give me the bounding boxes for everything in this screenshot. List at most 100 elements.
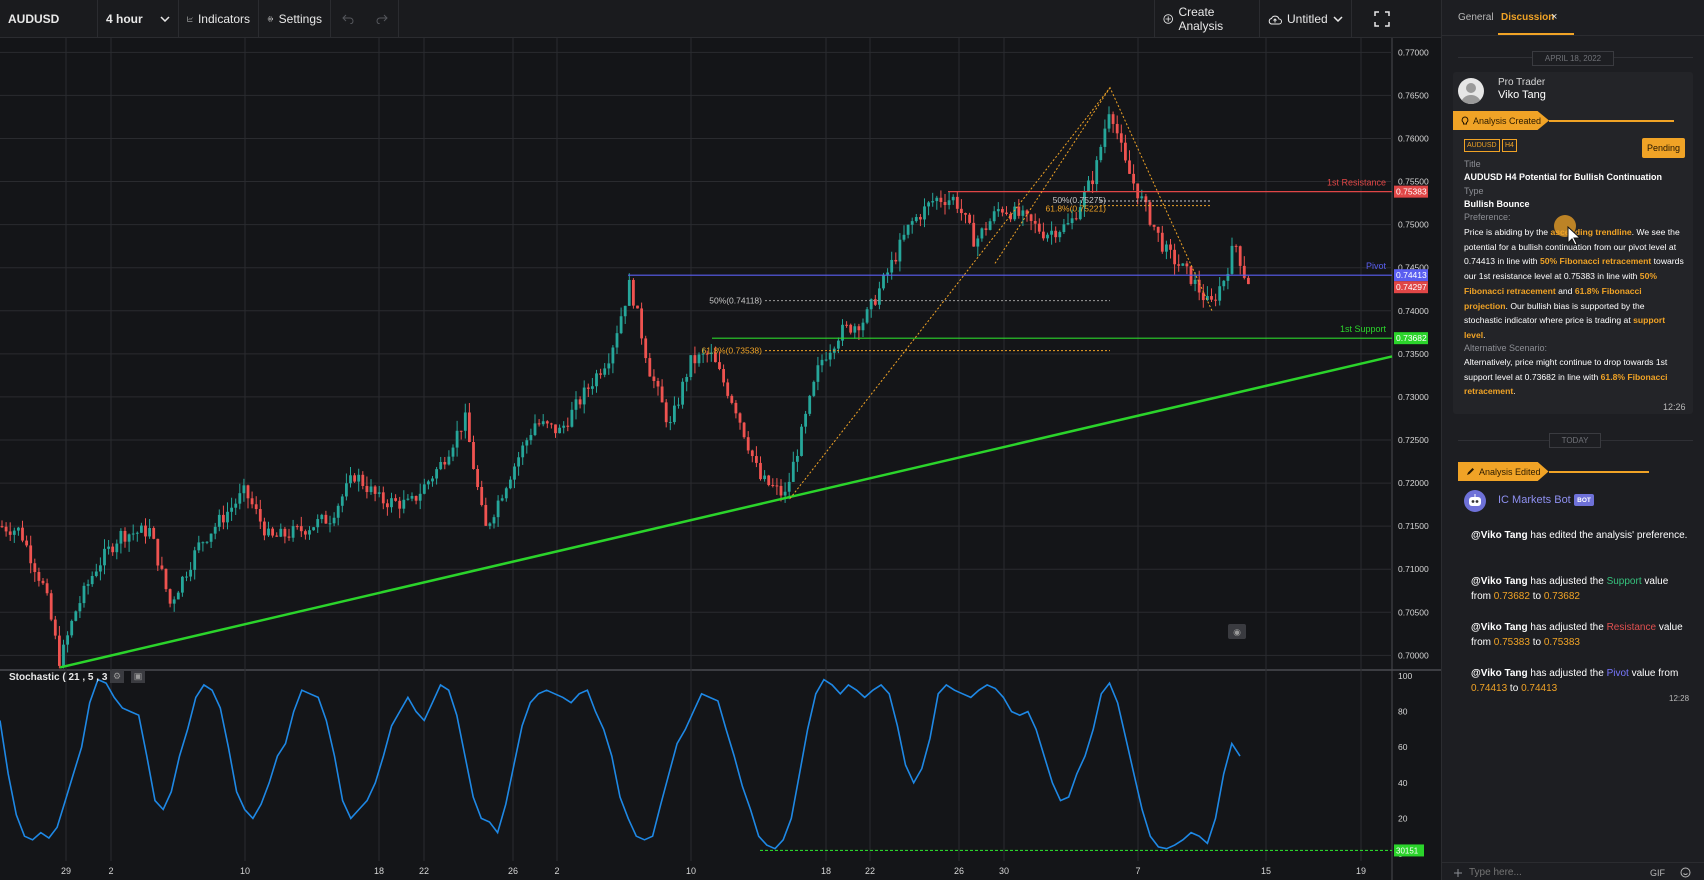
candle-body	[1009, 213, 1012, 220]
user-mention[interactable]: @Viko Tang	[1471, 668, 1528, 679]
symbol-selector[interactable]: AUDUSD	[0, 0, 98, 38]
time-tick-label: 22	[419, 866, 429, 876]
emoji-icon[interactable]	[1680, 867, 1691, 878]
candle-body	[1177, 264, 1181, 266]
indicator-delete-button[interactable]: ▣	[131, 670, 145, 683]
candle-body	[980, 228, 984, 239]
candle-body	[242, 485, 246, 494]
bot-avatar	[1464, 490, 1486, 512]
candle-body	[144, 525, 147, 537]
candle-body	[238, 493, 242, 504]
candle-body	[1247, 277, 1250, 285]
user-name: Viko Tang	[1498, 89, 1546, 101]
time-tick-label: 30	[999, 866, 1009, 876]
fib-projection-path	[789, 86, 1213, 499]
candle-body	[1128, 160, 1131, 174]
layout-selector[interactable]: Untitled	[1260, 0, 1352, 38]
user-mention[interactable]: @Viko Tang	[1471, 622, 1528, 633]
stoch-tick-label: 80	[1398, 707, 1408, 717]
candle-body	[644, 338, 648, 359]
candle-body	[263, 521, 266, 536]
candle-body	[41, 580, 45, 584]
create-analysis-button[interactable]: Create Analysis	[1154, 0, 1260, 38]
candle-body	[1136, 183, 1140, 199]
candle-body	[49, 593, 53, 620]
active-tab-indicator	[1498, 33, 1574, 35]
indicator-settings-button[interactable]: ⚙	[110, 670, 124, 683]
preference-label: Preference:	[1464, 212, 1511, 222]
candle-body	[246, 485, 250, 499]
user-mention[interactable]: @Viko Tang	[1471, 530, 1528, 541]
candle-body	[800, 426, 803, 456]
candle-body	[25, 540, 28, 546]
user-mention[interactable]: @Viko Tang	[1471, 576, 1528, 587]
candle-body	[283, 528, 287, 537]
message-input[interactable]	[1469, 867, 1639, 878]
candle-body	[390, 498, 393, 508]
candle-body	[1037, 223, 1041, 232]
message-text: to	[1529, 637, 1544, 648]
candle-body	[1181, 263, 1185, 266]
panel-tabs: General Discussion ×	[1442, 0, 1704, 36]
chevron-down-icon	[1333, 16, 1343, 22]
tab-general[interactable]: General	[1458, 12, 1494, 23]
bot-name: IC Markets Bot	[1498, 494, 1571, 506]
price-chart[interactable]: 0.77000 0.76500 0.76000 0.75500 0.75000 0.745…	[0, 38, 1441, 880]
message-text: value from	[1471, 576, 1669, 602]
candle-body	[1197, 279, 1201, 293]
candle-body	[607, 363, 611, 369]
candle-body	[1165, 244, 1168, 252]
candle-body	[586, 387, 590, 389]
fullscreen-button[interactable]	[1352, 0, 1412, 38]
discussion-panel: General Discussion × APRIL 18, 2022 Pro …	[1441, 0, 1704, 880]
candle-body	[554, 424, 557, 434]
candle-body	[861, 322, 865, 331]
undo-button[interactable]	[331, 0, 365, 38]
candle-body	[1206, 296, 1209, 301]
candle-body	[488, 523, 492, 526]
price-tag	[1394, 185, 1428, 198]
chart-canvas[interactable]: 0.77000 0.76500 0.76000 0.75500 0.75000 0.745…	[0, 38, 1441, 880]
close-icon[interactable]: ×	[1551, 11, 1558, 23]
candle-body	[914, 217, 918, 222]
candle-body	[1066, 223, 1070, 225]
candle-body	[1050, 230, 1053, 235]
message-text: has edited the analysis' preference.	[1530, 530, 1688, 541]
robot-icon	[1469, 494, 1481, 506]
candle-body	[923, 206, 926, 220]
candle-body	[1226, 273, 1230, 281]
candle-body	[410, 495, 414, 499]
candle-body	[377, 492, 381, 494]
settings-button[interactable]: Settings	[259, 0, 331, 38]
candle-body	[1070, 218, 1074, 224]
candle-body	[1083, 191, 1086, 208]
candle-body	[1218, 286, 1222, 301]
indicators-button[interactable]: Indicators	[179, 0, 259, 38]
candle-body	[693, 355, 697, 364]
candle-body	[722, 369, 725, 383]
candle-body	[1111, 114, 1115, 124]
gif-button[interactable]: GIF	[1650, 868, 1665, 878]
candle-body	[517, 457, 520, 467]
candle-body	[181, 576, 184, 593]
candle-body	[209, 533, 213, 542]
tab-discussion[interactable]: Discussion	[1501, 12, 1555, 23]
candle-body	[480, 486, 484, 506]
candle-body	[1152, 224, 1156, 227]
price-tag-label: 0.73682	[1396, 333, 1427, 343]
interval-selector[interactable]: 4 hour	[98, 0, 179, 38]
candle-body	[74, 611, 78, 621]
alternative-text: Alternatively, price might continue to d…	[1464, 355, 1684, 399]
candle-body	[697, 354, 701, 364]
candle-body	[443, 462, 447, 465]
candle-body	[1087, 180, 1090, 192]
message-text: to	[1507, 683, 1522, 694]
attach-icon[interactable]	[1453, 868, 1463, 878]
stoch-tick-label: 40	[1398, 778, 1408, 788]
gear-icon: ⚙	[112, 671, 122, 681]
candle-body	[439, 462, 443, 470]
redo-button[interactable]	[365, 0, 399, 38]
candle-body	[164, 568, 168, 590]
time-tick-label: 19	[1356, 866, 1366, 876]
